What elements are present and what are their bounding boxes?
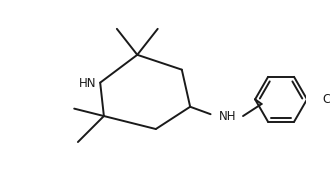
Text: NH: NH [218,110,236,122]
Text: HN: HN [79,77,96,90]
Text: Cl: Cl [322,93,330,106]
